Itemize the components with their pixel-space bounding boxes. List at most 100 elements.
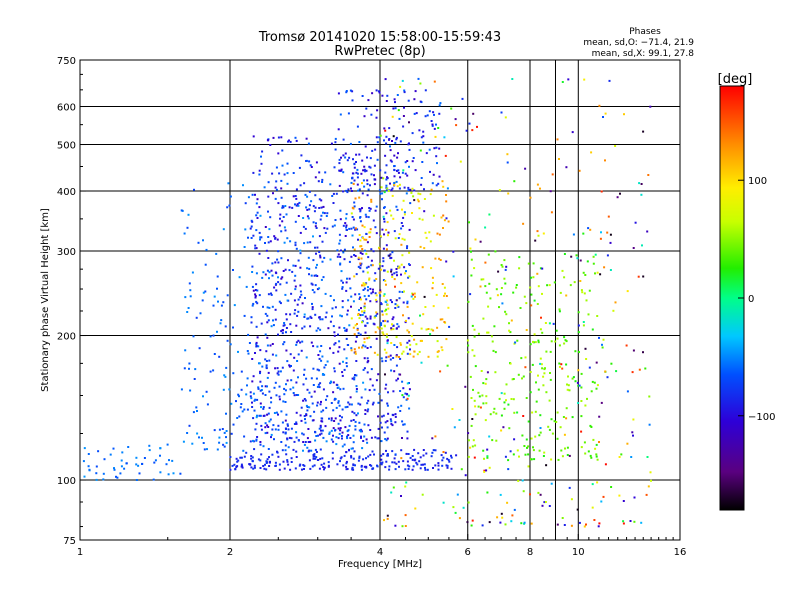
scatter-point xyxy=(357,332,360,335)
scatter-point xyxy=(480,278,483,281)
scatter-point xyxy=(278,463,281,466)
scatter-point xyxy=(384,387,387,390)
scatter-point xyxy=(317,434,319,437)
scatter-point xyxy=(376,141,379,144)
scatter-point xyxy=(435,123,437,126)
scatter-point xyxy=(379,302,382,305)
scatter-point xyxy=(318,369,321,372)
scatter-point xyxy=(266,306,269,309)
scatter-point xyxy=(395,364,398,367)
scatter-point xyxy=(135,479,138,481)
scatter-point xyxy=(340,435,343,437)
scatter-point xyxy=(600,500,603,503)
scatter-point xyxy=(397,265,400,268)
scatter-point xyxy=(529,371,532,373)
scatter-point xyxy=(400,263,403,266)
scatter-point xyxy=(402,301,405,304)
scatter-point xyxy=(268,390,271,393)
scatter-point xyxy=(353,378,356,381)
scatter-point xyxy=(318,207,321,209)
scatter-point xyxy=(282,270,285,272)
scatter-point xyxy=(280,277,283,280)
scatter-point xyxy=(410,295,413,298)
scatter-point xyxy=(550,482,553,485)
scatter-point xyxy=(389,145,391,148)
scatter-point xyxy=(360,262,363,265)
scatter-point xyxy=(302,433,305,436)
scatter-point xyxy=(264,426,267,429)
scatter-point xyxy=(622,520,625,523)
scatter-point xyxy=(277,202,280,205)
scatter-point xyxy=(321,260,324,263)
scatter-point xyxy=(277,428,280,431)
scatter-point xyxy=(405,481,408,484)
scatter-point xyxy=(375,337,378,340)
scatter-point xyxy=(316,275,319,277)
scatter-point xyxy=(409,353,412,356)
scatter-point xyxy=(417,200,420,203)
scatter-point xyxy=(350,403,353,406)
scatter-point xyxy=(355,374,358,377)
scatter-point xyxy=(473,328,476,331)
scatter-point xyxy=(397,169,400,172)
scatter-point xyxy=(420,177,423,179)
scatter-point xyxy=(260,428,263,431)
scatter-point xyxy=(345,281,348,284)
scatter-point xyxy=(437,127,440,129)
scatter-point xyxy=(328,417,330,420)
scatter-point xyxy=(294,203,296,206)
scatter-point xyxy=(286,360,289,363)
scatter-point xyxy=(269,144,272,146)
scatter-point xyxy=(272,324,275,327)
scatter-point xyxy=(511,78,514,80)
scatter-point xyxy=(503,259,506,262)
scatter-point xyxy=(256,414,258,417)
scatter-point xyxy=(300,419,303,422)
scatter-point xyxy=(397,152,399,155)
scatter-point xyxy=(270,436,272,439)
scatter-point xyxy=(314,225,317,228)
scatter-point xyxy=(282,431,285,434)
scatter-point xyxy=(413,292,416,295)
scatter-point xyxy=(342,224,345,227)
scatter-point xyxy=(455,124,458,127)
scatter-point xyxy=(363,185,366,188)
scatter-point xyxy=(366,347,369,349)
scatter-point xyxy=(341,371,344,374)
scatter-point xyxy=(578,384,581,387)
scatter-point xyxy=(271,172,274,175)
scatter-point xyxy=(269,418,272,421)
scatter-point xyxy=(563,524,566,526)
scatter-point xyxy=(182,440,185,443)
scatter-point xyxy=(391,276,394,278)
scatter-point xyxy=(467,455,470,458)
scatter-point xyxy=(445,338,448,341)
scatter-point xyxy=(267,210,269,213)
scatter-point xyxy=(556,337,559,340)
scatter-point xyxy=(571,131,574,134)
scatter-point xyxy=(251,460,254,463)
scatter-point xyxy=(393,165,396,168)
scatter-point xyxy=(310,317,313,319)
scatter-point xyxy=(555,329,558,332)
scatter-point xyxy=(602,495,605,498)
scatter-point xyxy=(367,99,370,102)
scatter-point xyxy=(402,125,405,128)
scatter-point xyxy=(259,389,262,392)
scatter-point xyxy=(352,326,355,329)
scatter-point xyxy=(335,436,338,439)
scatter-point xyxy=(464,474,467,477)
scatter-point xyxy=(363,168,366,171)
scatter-point xyxy=(281,149,284,152)
scatter-point xyxy=(290,437,293,440)
scatter-point xyxy=(566,388,569,391)
scatter-point xyxy=(278,172,281,175)
scatter-point xyxy=(310,449,313,452)
scatter-point xyxy=(345,465,348,468)
scatter-point xyxy=(302,217,305,219)
scatter-point xyxy=(218,428,221,431)
scatter-point xyxy=(274,461,277,464)
scatter-point xyxy=(550,340,553,343)
scatter-point xyxy=(432,449,435,452)
scatter-point xyxy=(344,152,347,155)
